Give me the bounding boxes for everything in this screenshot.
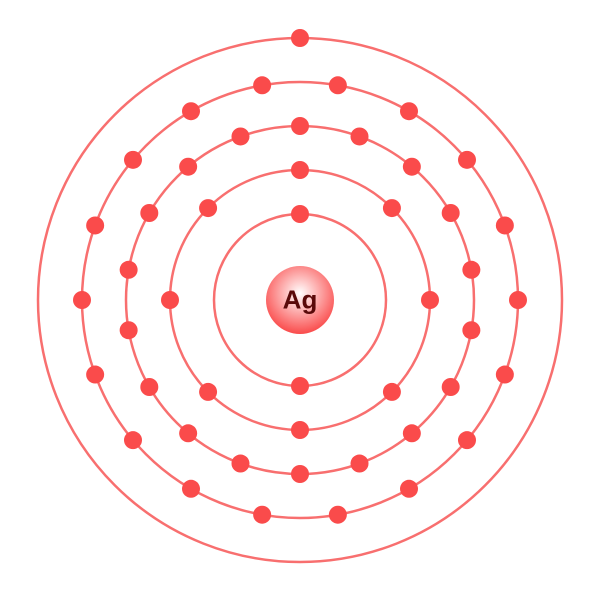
electron [329,76,347,94]
electron [400,480,418,498]
electron [140,204,158,222]
electron [400,102,418,120]
electron [291,377,309,395]
electron [458,151,476,169]
electron [462,321,480,339]
electron [124,431,142,449]
electron [86,366,104,384]
electron [496,366,514,384]
electron [179,424,197,442]
electron [161,291,179,309]
electron [179,158,197,176]
electron [253,506,271,524]
electron [458,431,476,449]
electron [182,480,200,498]
electron [442,378,460,396]
electron [509,291,527,309]
electron [351,127,369,145]
electron [403,158,421,176]
electron [140,378,158,396]
electron [383,199,401,217]
electron [291,117,309,135]
electron [124,151,142,169]
electron [199,383,217,401]
electron [291,29,309,47]
electron [120,321,138,339]
nucleus [266,266,334,334]
electron [291,161,309,179]
electron [291,465,309,483]
electron [73,291,91,309]
electron [253,76,271,94]
electron [496,216,514,234]
atom-svg [0,0,600,600]
electron [182,102,200,120]
electron [403,424,421,442]
electron [442,204,460,222]
electron [199,199,217,217]
electron [383,383,401,401]
electron [86,216,104,234]
electron [329,506,347,524]
electron [351,455,369,473]
electron [291,421,309,439]
electron [462,261,480,279]
electron [231,455,249,473]
electron [291,205,309,223]
electron [421,291,439,309]
electron [120,261,138,279]
bohr-model-diagram: Ag [0,0,600,600]
electron [231,127,249,145]
